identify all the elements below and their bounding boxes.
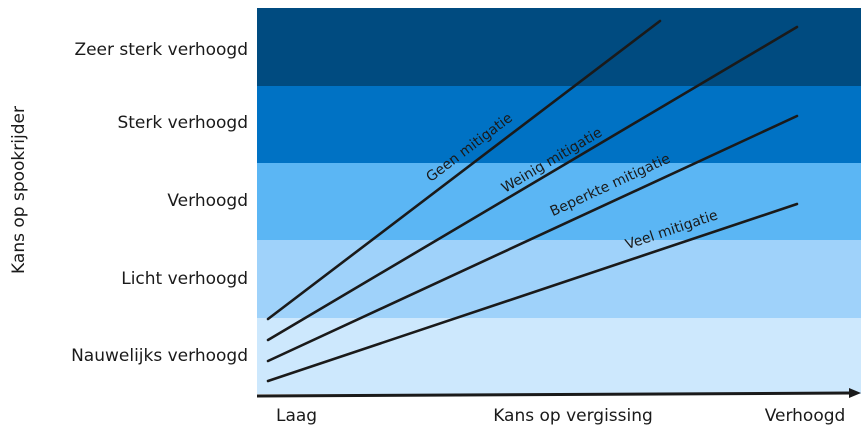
line-beperkte-mitigatie (266, 114, 799, 363)
band-label-licht-verhoogd: Licht verhoogd (121, 269, 248, 289)
band-labels: Zeer sterk verhoogd Sterk verhoogd Verho… (71, 40, 248, 366)
band-licht-verhoogd (257, 240, 861, 318)
x-axis-low-label: Laag (276, 406, 317, 426)
x-axis (256, 388, 861, 398)
band-label-zeer-sterk-verhoogd: Zeer sterk verhoogd (74, 40, 248, 60)
x-axis-arrowhead-icon (849, 388, 861, 398)
line-veel-mitigatie (266, 202, 799, 383)
x-axis-title: Kans op vergissing (493, 406, 653, 426)
band-label-nauwelijks-verhoogd: Nauwelijks verhoogd (71, 346, 248, 366)
y-axis-title: Kans op spookrijder (9, 106, 29, 274)
band-label-sterk-verhoogd: Sterk verhoogd (117, 113, 248, 133)
x-axis-line (256, 391, 852, 398)
mitigation-lines (266, 19, 799, 383)
band-zeer-sterk-verhoogd (257, 8, 861, 86)
line-weinig-mitigatie (266, 25, 799, 342)
risk-bands (257, 8, 861, 394)
band-nauwelijks-verhoogd (257, 318, 861, 394)
x-axis-high-label: Verhoogd (765, 406, 846, 426)
band-label-verhoogd: Verhoogd (167, 191, 248, 211)
line-geen-mitigatie (266, 19, 662, 321)
